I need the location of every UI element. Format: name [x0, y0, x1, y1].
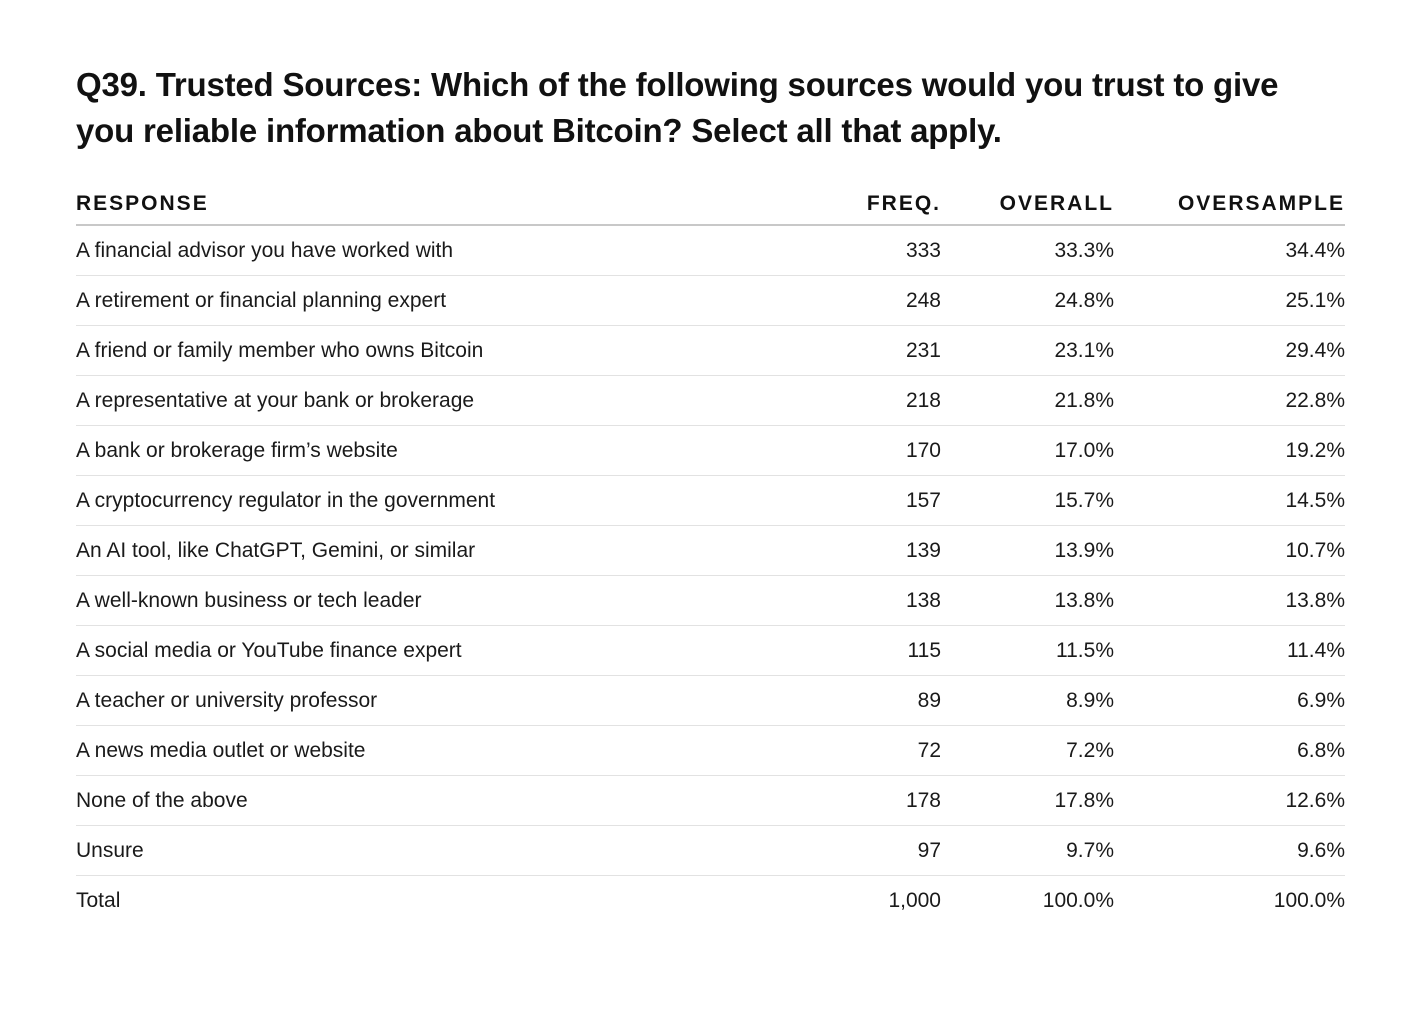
cell-freq: 157	[836, 475, 941, 526]
table-row: None of the above 178 17.8% 12.6%	[76, 775, 1345, 826]
cell-oversample: 6.9%	[1114, 675, 1345, 726]
total-row: Total 1,000 100.0% 100.0%	[76, 876, 1345, 926]
cell-freq: 170	[836, 425, 941, 476]
cell-response: An AI tool, like ChatGPT, Gemini, or sim…	[76, 525, 836, 576]
responses-table: RESPONSE FREQ. OVERALL OVERSAMPLE A fina…	[76, 184, 1345, 925]
cell-oversample: 13.8%	[1114, 575, 1345, 626]
cell-oversample: 6.8%	[1114, 725, 1345, 776]
cell-freq: 138	[836, 575, 941, 626]
table-row: A teacher or university professor 89 8.9% 6…	[76, 675, 1345, 726]
cell-response: A well-known business or tech leader	[76, 575, 836, 626]
header-row: RESPONSE FREQ. OVERALL OVERSAMPLE	[76, 184, 1345, 226]
cell-response: A friend or family member who owns Bitco…	[76, 325, 836, 376]
table-row: Unsure 97 9.7% 9.6%	[76, 825, 1345, 876]
cell-response: A teacher or university professor	[76, 675, 836, 726]
table-row: A news media outlet or website 72 7.2% 6.8%	[76, 725, 1345, 776]
cell-oversample: 9.6%	[1114, 825, 1345, 876]
cell-oversample: 100.0%	[1273, 888, 1345, 912]
cell-overall: 23.1%	[941, 325, 1114, 376]
cell-freq: 115	[836, 625, 941, 676]
cell-freq: 178	[836, 775, 941, 826]
table-row: A well-known business or tech leader 138 1…	[76, 575, 1345, 626]
header-overall: OVERALL	[941, 184, 1114, 226]
cell-oversample: 14.5%	[1114, 475, 1345, 526]
cell-oversample: 22.8%	[1114, 375, 1345, 426]
cell-response: A representative at your bank or brokera…	[76, 375, 836, 426]
table-row: A retirement or financial planning exper…	[76, 275, 1345, 326]
cell-overall: 100.0%	[1042, 888, 1114, 912]
cell-freq: 248	[836, 275, 941, 326]
table-row: A financial advisor you have worked with…	[76, 225, 1345, 276]
cell-freq: 89	[836, 675, 941, 726]
cell-overall: 13.8%	[941, 575, 1114, 626]
cell-freq: 139	[836, 525, 941, 576]
cell-freq: 72	[836, 725, 941, 776]
cell-overall: 33.3%	[941, 225, 1114, 276]
cell-overall: 9.7%	[941, 825, 1114, 876]
cell-oversample: 12.6%	[1114, 775, 1345, 826]
header-freq: FREQ.	[836, 184, 941, 226]
table-body: A financial advisor you have worked with…	[76, 225, 1345, 925]
cell-freq: 1,000	[888, 888, 941, 912]
cell-response: Unsure	[76, 825, 836, 876]
header-response: RESPONSE	[76, 184, 836, 226]
question-number-label: Q39. Trusted Sources:	[76, 66, 423, 103]
table-row: A friend or family member who owns Bitco…	[76, 325, 1345, 376]
cell-response: A bank or brokerage firm’s website	[76, 425, 836, 476]
cell-freq: 231	[836, 325, 941, 376]
cell-oversample: 10.7%	[1114, 525, 1345, 576]
cell-overall: 15.7%	[941, 475, 1114, 526]
survey-question-page: Q39. Trusted Sources: Which of the follo…	[76, 62, 1345, 925]
cell-oversample: 34.4%	[1114, 225, 1345, 276]
cell-response: None of the above	[76, 775, 836, 826]
cell-overall: 17.0%	[941, 425, 1114, 476]
cell-response: Total	[76, 888, 121, 912]
question-title: Q39. Trusted Sources: Which of the follo…	[76, 62, 1345, 154]
cell-freq: 333	[836, 225, 941, 276]
cell-overall: 8.9%	[941, 675, 1114, 726]
cell-response: A retirement or financial planning exper…	[76, 275, 836, 326]
cell-oversample: 19.2%	[1114, 425, 1345, 476]
cell-freq: 218	[836, 375, 941, 426]
table-row: A bank or brokerage firm’s website 170 17.…	[76, 425, 1345, 476]
cell-overall: 17.8%	[941, 775, 1114, 826]
cell-response: A social media or YouTube finance expert	[76, 625, 836, 676]
table-row: A cryptocurrency regulator in the govern…	[76, 475, 1345, 526]
question-text: Which of the following sources would you…	[76, 66, 1279, 149]
cell-oversample: 11.4%	[1114, 625, 1345, 676]
cell-overall: 13.9%	[941, 525, 1114, 576]
cell-oversample: 29.4%	[1114, 325, 1345, 376]
header-oversample: OVERSAMPLE	[1114, 184, 1345, 226]
cell-overall: 11.5%	[941, 625, 1114, 676]
table-row: An AI tool, like ChatGPT, Gemini, or sim…	[76, 525, 1345, 576]
table-header: RESPONSE FREQ. OVERALL OVERSAMPLE	[76, 184, 1345, 226]
cell-freq: 97	[836, 825, 941, 876]
cell-overall: 24.8%	[941, 275, 1114, 326]
cell-response: A news media outlet or website	[76, 725, 836, 776]
cell-overall: 21.8%	[941, 375, 1114, 426]
cell-oversample: 25.1%	[1114, 275, 1345, 326]
cell-overall: 7.2%	[941, 725, 1114, 776]
cell-response: A cryptocurrency regulator in the govern…	[76, 475, 836, 526]
cell-response: A financial advisor you have worked with	[76, 225, 836, 276]
table-row: A representative at your bank or brokera…	[76, 375, 1345, 426]
table-row: A social media or YouTube finance expert…	[76, 625, 1345, 676]
